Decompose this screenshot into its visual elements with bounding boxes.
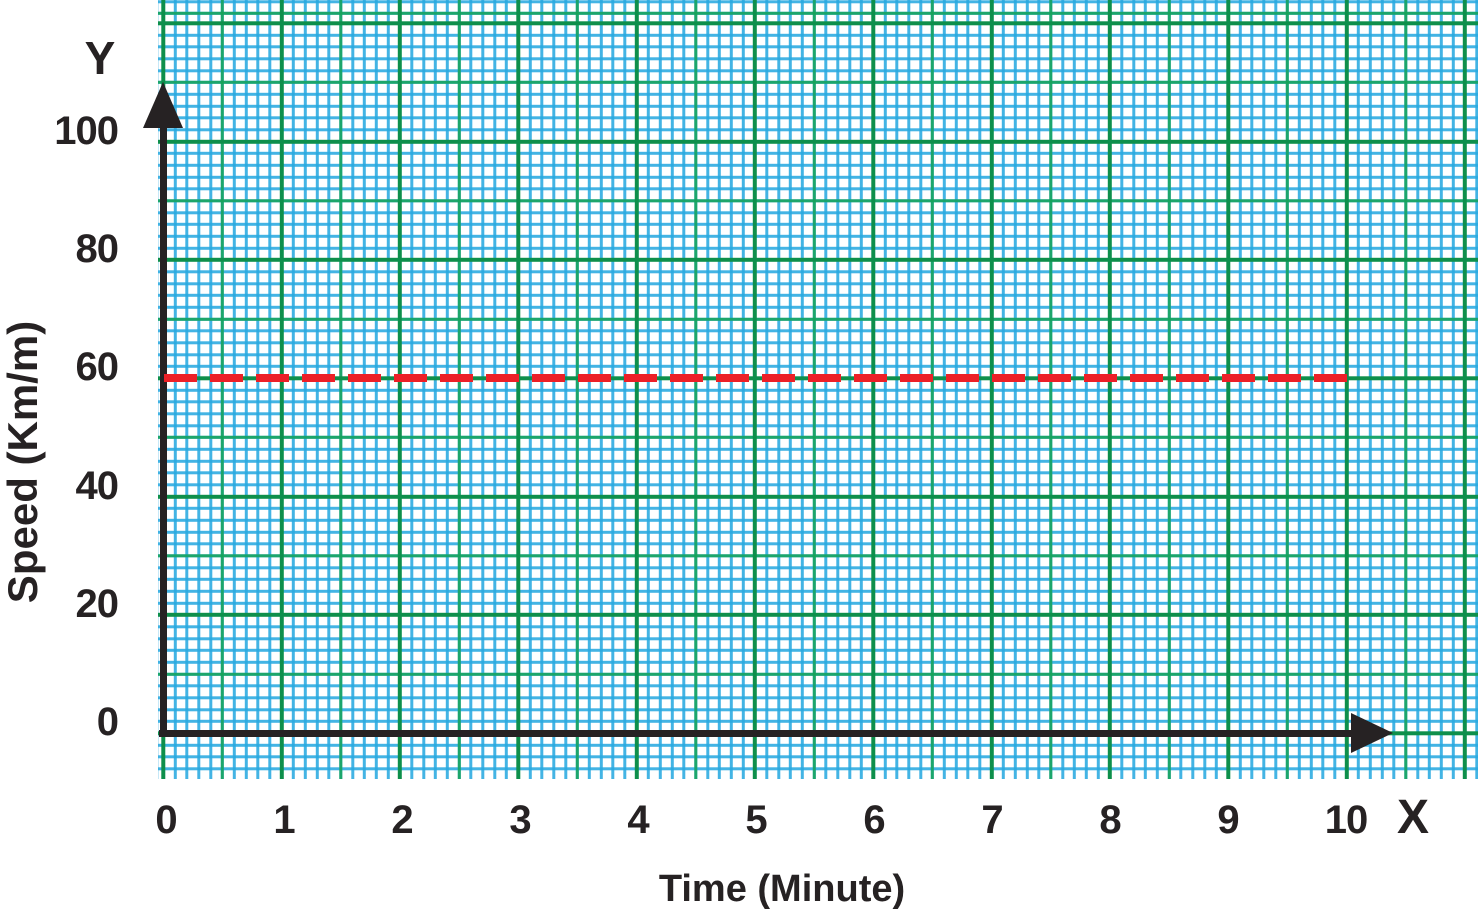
y-axis-arrow-icon bbox=[143, 82, 183, 128]
y-tick-80: 80 bbox=[75, 227, 120, 271]
speed-series-dashed-line bbox=[164, 374, 1347, 382]
y-tick-0: 0 bbox=[96, 700, 119, 744]
graph-paper-grid bbox=[158, 0, 1478, 779]
y-axis-line bbox=[160, 96, 167, 736]
x-tick-10: 10 bbox=[1324, 798, 1369, 842]
x-tick-7: 7 bbox=[981, 798, 1003, 842]
y-tick-100: 100 bbox=[54, 109, 119, 153]
x-axis-arrow-icon bbox=[1351, 713, 1393, 753]
x-tick-0: 0 bbox=[155, 798, 177, 842]
x-tick-3: 3 bbox=[509, 798, 531, 842]
y-tick-40: 40 bbox=[75, 464, 120, 508]
x-tick-9: 9 bbox=[1217, 798, 1239, 842]
x-axis-title: Time (Minute) bbox=[658, 868, 906, 910]
x-tick-6: 6 bbox=[863, 798, 885, 842]
x-tick-2: 2 bbox=[391, 798, 413, 842]
y-tick-20: 20 bbox=[75, 582, 120, 626]
y-axis-letter: Y bbox=[84, 32, 116, 84]
x-tick-1: 1 bbox=[273, 798, 295, 842]
x-axis-letter: X bbox=[1396, 791, 1429, 844]
y-tick-60: 60 bbox=[75, 345, 120, 389]
x-tick-5: 5 bbox=[745, 798, 767, 842]
y-axis-title: Speed (Km/m) bbox=[0, 320, 46, 604]
x-axis-line bbox=[159, 730, 1353, 737]
x-tick-4: 4 bbox=[627, 798, 649, 842]
x-tick-8: 8 bbox=[1099, 798, 1121, 842]
